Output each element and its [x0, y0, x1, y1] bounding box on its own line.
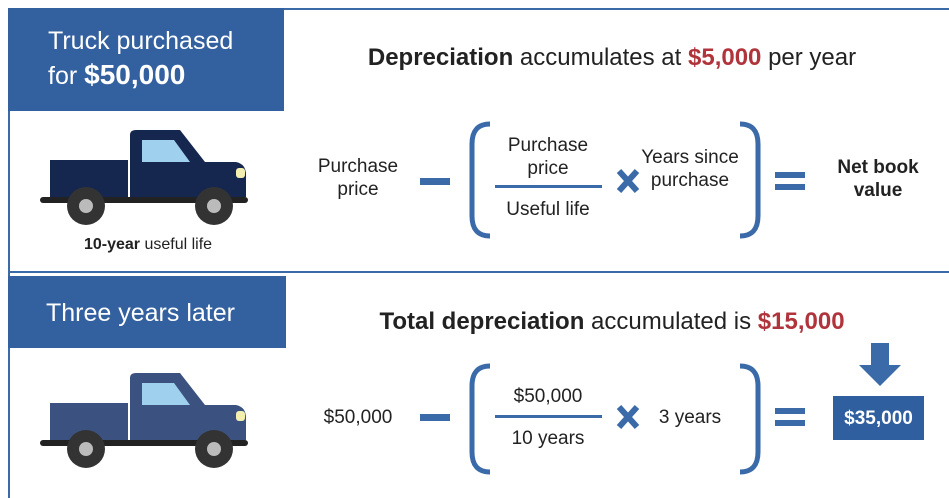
headline-text: accumulated is [591, 308, 751, 335]
truck-icon [40, 373, 248, 468]
headline-amount: $15,000 [758, 308, 845, 335]
numerator: Purchase price [498, 134, 598, 180]
headline-text: per year [768, 44, 856, 71]
headline: Depreciation accumulates at $5,000 per y… [292, 44, 932, 72]
headline-amount: $5,000 [688, 44, 761, 71]
header-amount: $50,000 [84, 59, 185, 90]
infographic: Truck purchased for $50,000 Depreciation… [0, 0, 949, 498]
factor: 3 years [640, 406, 740, 429]
headline-text: accumulates at [520, 44, 681, 71]
header-text: Truck purchased for $50,000 [48, 25, 233, 93]
denominator: Useful life [488, 198, 608, 221]
formula-term: $50,000 [308, 406, 408, 429]
result: $35,000 [833, 407, 924, 430]
caption-bold: 10-year [84, 236, 140, 253]
headline-bold: Total depreciation [379, 308, 584, 335]
header-text: Three years later [46, 297, 235, 330]
headline-bold: Depreciation [368, 44, 513, 71]
denominator: 10 years [498, 427, 598, 450]
header-line: Truck purchased [48, 25, 233, 58]
result: Net book value [818, 156, 938, 202]
numerator: $50,000 [498, 385, 598, 408]
headline: Total depreciation accumulated is $15,00… [292, 308, 932, 336]
header-line: for [48, 62, 77, 90]
caption-text: useful life [144, 236, 212, 253]
formula-term: Purchase price [308, 155, 408, 201]
truck-icon [40, 130, 248, 225]
caption: 10-year useful life [48, 236, 248, 254]
factor: Years since purchase [640, 146, 740, 192]
